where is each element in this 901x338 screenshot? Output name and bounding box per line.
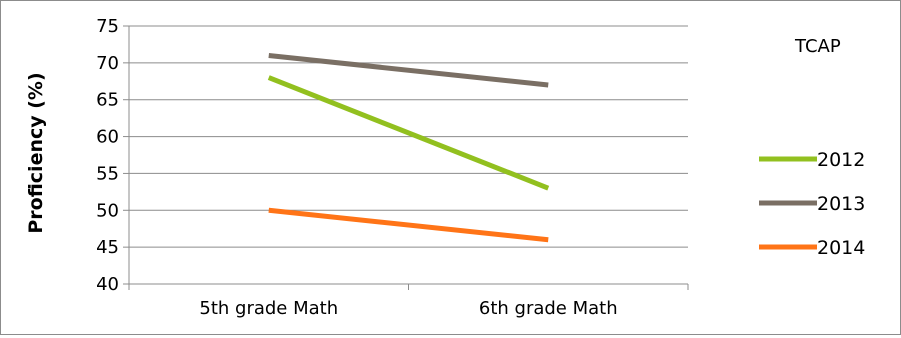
x-tick-label: 6th grade Math: [479, 298, 618, 319]
y-tick-label: 65: [96, 90, 119, 111]
x-tick-label: 5th grade Math: [199, 298, 338, 319]
series-line-2014: [268, 207, 549, 243]
y-tick-label: 70: [96, 53, 119, 74]
y-tick-label: 45: [96, 237, 119, 258]
series-line-2012: [267, 75, 550, 191]
y-tick-label: 75: [96, 16, 119, 37]
legend-label-2014: 2014: [817, 237, 865, 259]
axes: 40 45 50 55 60 65 70 75 5th grade Math 6th grade …: [96, 16, 689, 319]
legend: TCAP 2012 2013 2014: [759, 36, 865, 259]
legend-title: TCAP: [794, 36, 841, 57]
legend-label-2012: 2012: [817, 149, 865, 171]
legend-label-2013: 2013: [817, 193, 865, 215]
y-tick-label: 55: [96, 163, 119, 184]
y-tick-label: 40: [96, 274, 119, 295]
y-axis-title: Proficiency (%): [25, 72, 47, 233]
y-tick-label: 60: [96, 127, 119, 148]
y-tick-label: 50: [96, 200, 119, 221]
gridlines: [129, 25, 688, 285]
series-line-2013: [268, 52, 549, 88]
series-lines: [267, 52, 550, 243]
